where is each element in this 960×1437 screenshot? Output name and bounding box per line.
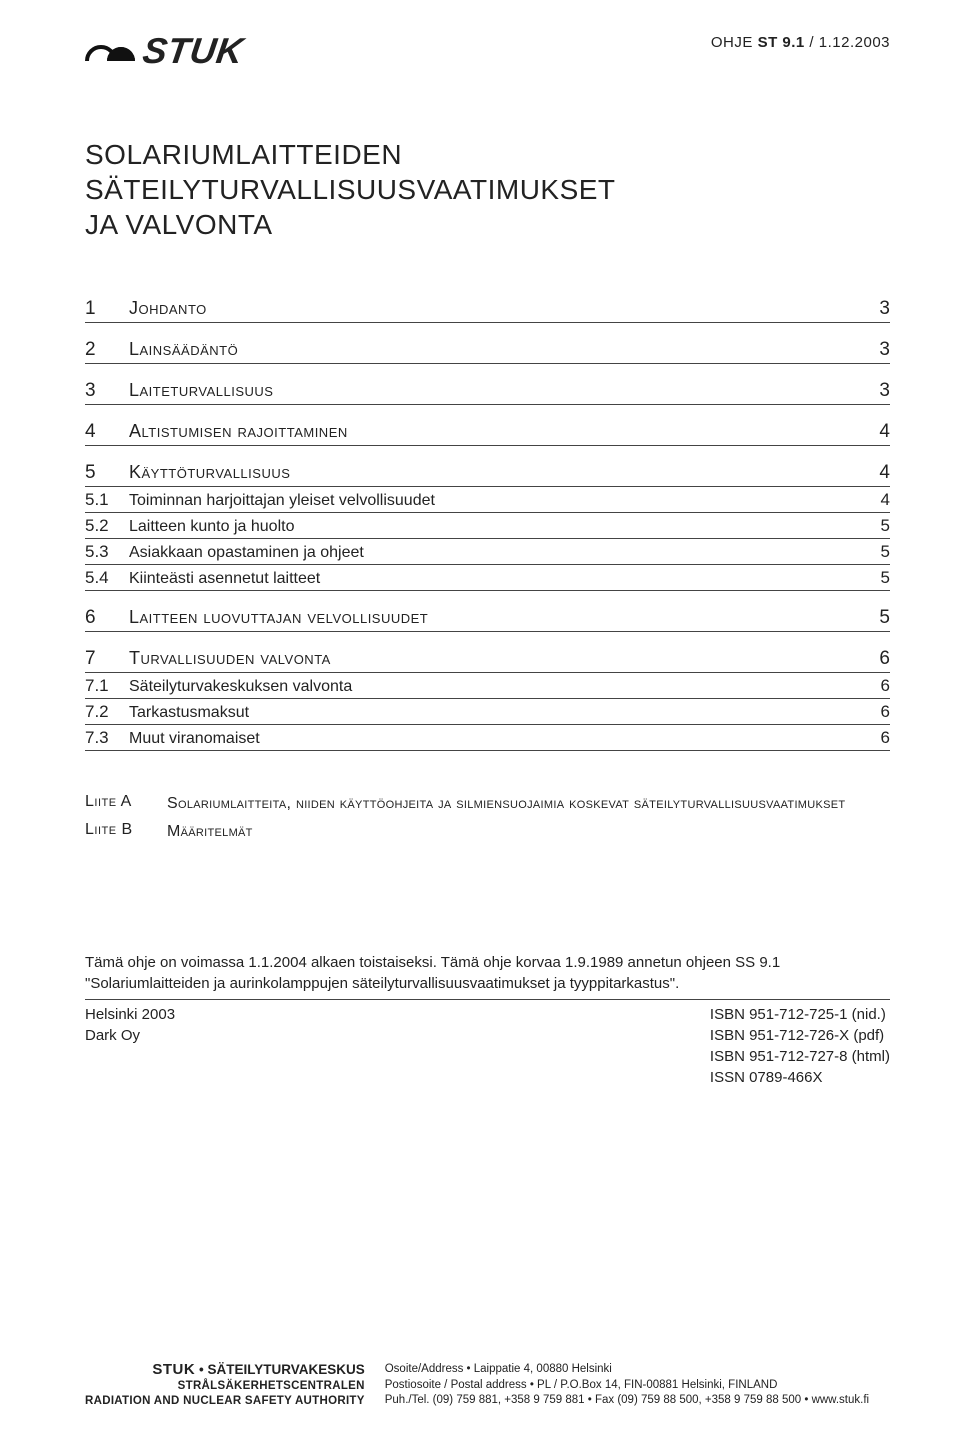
- toc-page: 3: [860, 298, 890, 320]
- issn: ISSN 0789-466X: [710, 1067, 890, 1088]
- footer-brand-line3: RADIATION AND NUCLEAR SAFETY AUTHORITY: [85, 1394, 365, 1409]
- title-line-2: SÄTEILYTURVALLISUUSVAATIMUKSET: [85, 174, 616, 205]
- toc-number: 5.2: [85, 516, 129, 536]
- toc-row: 5Käyttöturvallisuus4: [85, 454, 890, 487]
- logo: STUK: [85, 30, 243, 72]
- toc-label: Lainsäädäntö: [129, 339, 860, 360]
- toc-page: 6: [860, 702, 890, 722]
- toc-page: 4: [860, 462, 890, 484]
- toc-label: Muut viranomaiset: [129, 730, 860, 748]
- pub-city-year: Helsinki 2003: [85, 1004, 175, 1025]
- toc-row: 7Turvallisuuden valvonta6: [85, 640, 890, 673]
- toc-row: 7.2Tarkastusmaksut6: [85, 699, 890, 725]
- footer-brand: STUK • SÄTEILYTURVAKESKUS STRÅLSÄKERHETS…: [85, 1360, 365, 1409]
- publication-row: Helsinki 2003 Dark Oy ISBN 951-712-725-1…: [85, 1004, 890, 1088]
- toc-label: Altistumisen rajoittaminen: [129, 421, 860, 442]
- toc-page: 5: [860, 607, 890, 629]
- guide-ref-code: ST 9.1: [758, 34, 805, 51]
- toc-label: Toiminnan harjoittajan yleiset velvollis…: [129, 492, 860, 510]
- isbn-pdf: ISBN 951-712-726-X (pdf): [710, 1025, 890, 1046]
- logo-mark-icon: [85, 35, 137, 67]
- toc-page: 5: [860, 542, 890, 562]
- toc-page: 3: [860, 339, 890, 361]
- logo-text: STUK: [140, 30, 246, 72]
- toc-row: 6Laitteen luovuttajan velvollisuudet5: [85, 599, 890, 632]
- horizontal-rule: [85, 999, 890, 1000]
- publication-right: ISBN 951-712-725-1 (nid.) ISBN 951-712-7…: [710, 1004, 890, 1088]
- title-line-3: JA VALVONTA: [85, 209, 273, 240]
- footer-brand-line1: STUK • SÄTEILYTURVAKESKUS: [85, 1360, 365, 1380]
- toc-number: 6: [85, 607, 129, 629]
- title-line-1: SOLARIUMLAITTEIDEN: [85, 139, 402, 170]
- toc-page: 5: [860, 516, 890, 536]
- pub-printer: Dark Oy: [85, 1025, 175, 1046]
- toc-label: Asiakkaan opastaminen ja ohjeet: [129, 544, 860, 562]
- guide-ref-date: / 1.12.2003: [805, 34, 890, 51]
- toc-row: 7.1Säteilyturvakeskuksen valvonta6: [85, 673, 890, 699]
- toc-number: 5.1: [85, 490, 129, 510]
- validity-text: Tämä ohje on voimassa 1.1.2004 alkaen to…: [85, 952, 890, 994]
- toc-label: Turvallisuuden valvonta: [129, 648, 860, 669]
- page-footer: STUK • SÄTEILYTURVAKESKUS STRÅLSÄKERHETS…: [0, 1360, 960, 1409]
- toc-row: 4Altistumisen rajoittaminen4: [85, 413, 890, 446]
- appendix-row: Liite B Määritelmät: [85, 821, 890, 843]
- toc-label: Säteilyturvakeskuksen valvonta: [129, 678, 860, 696]
- toc-label: Käyttöturvallisuus: [129, 462, 860, 483]
- header-row: STUK OHJE ST 9.1 / 1.12.2003: [85, 30, 890, 72]
- toc-label: Laitteen kunto ja huolto: [129, 518, 860, 536]
- toc-number: 7.1: [85, 676, 129, 696]
- toc-label: Tarkastusmaksut: [129, 704, 860, 722]
- appendix-key: Liite B: [85, 821, 153, 843]
- publication-left: Helsinki 2003 Dark Oy: [85, 1004, 175, 1088]
- toc-row: 5.4Kiinteästi asennetut laitteet5: [85, 565, 890, 591]
- toc-row: 1Johdanto3: [85, 290, 890, 323]
- toc-label: Johdanto: [129, 298, 860, 319]
- toc-page: 3: [860, 380, 890, 402]
- appendix-label: Solariumlaitteita, niiden käyttöohjeita …: [167, 793, 845, 815]
- toc-page: 6: [860, 676, 890, 696]
- toc-number: 5.4: [85, 568, 129, 588]
- validity-block: Tämä ohje on voimassa 1.1.2004 alkaen to…: [85, 952, 890, 1088]
- document-title: SOLARIUMLAITTEIDEN SÄTEILYTURVALLISUUSVA…: [85, 137, 890, 242]
- appendix-row: Liite A Solariumlaitteita, niiden käyttöo…: [85, 793, 890, 815]
- guide-ref-prefix: OHJE: [711, 34, 758, 51]
- toc-row: 7.3Muut viranomaiset6: [85, 725, 890, 751]
- toc-label: Laitteen luovuttajan velvollisuudet: [129, 607, 860, 628]
- isbn-print: ISBN 951-712-725-1 (nid.): [710, 1004, 890, 1025]
- toc-label: Kiinteästi asennetut laitteet: [129, 570, 860, 588]
- toc-page: 4: [860, 421, 890, 443]
- toc-number: 5: [85, 462, 129, 484]
- toc-row: 5.1Toiminnan harjoittajan yleiset velvol…: [85, 487, 890, 513]
- footer-addr-2: Postiosoite / Postal address • PL / P.O.…: [385, 1378, 890, 1394]
- toc-number: 7: [85, 648, 129, 670]
- toc-number: 1: [85, 298, 129, 320]
- toc-number: 7.2: [85, 702, 129, 722]
- toc-number: 4: [85, 421, 129, 443]
- footer-addr-3: Puh./Tel. (09) 759 881, +358 9 759 881 •…: [385, 1393, 890, 1409]
- footer-brand-line2: STRÅLSÄKERHETSCENTRALEN: [85, 1379, 365, 1394]
- toc-label: Laiteturvallisuus: [129, 380, 860, 401]
- toc-number: 3: [85, 380, 129, 402]
- toc-row: 3Laiteturvallisuus3: [85, 372, 890, 405]
- table-of-contents: 1Johdanto32Lainsäädäntö33Laiteturvallisu…: [85, 290, 890, 751]
- footer-address: Osoite/Address • Laippatie 4, 00880 Hels…: [385, 1362, 890, 1409]
- toc-page: 4: [860, 490, 890, 510]
- isbn-html: ISBN 951-712-727-8 (html): [710, 1046, 890, 1067]
- appendix-list: Liite A Solariumlaitteita, niiden käyttöo…: [85, 793, 890, 842]
- footer-addr-1: Osoite/Address • Laippatie 4, 00880 Hels…: [385, 1362, 890, 1378]
- appendix-label: Määritelmät: [167, 821, 253, 843]
- guide-reference: OHJE ST 9.1 / 1.12.2003: [711, 30, 890, 51]
- toc-page: 6: [860, 728, 890, 748]
- appendix-key: Liite A: [85, 793, 153, 815]
- toc-page: 5: [860, 568, 890, 588]
- toc-row: 5.3Asiakkaan opastaminen ja ohjeet5: [85, 539, 890, 565]
- toc-number: 2: [85, 339, 129, 361]
- toc-number: 5.3: [85, 542, 129, 562]
- toc-row: 2Lainsäädäntö3: [85, 331, 890, 364]
- toc-number: 7.3: [85, 728, 129, 748]
- toc-row: 5.2Laitteen kunto ja huolto5: [85, 513, 890, 539]
- toc-page: 6: [860, 648, 890, 670]
